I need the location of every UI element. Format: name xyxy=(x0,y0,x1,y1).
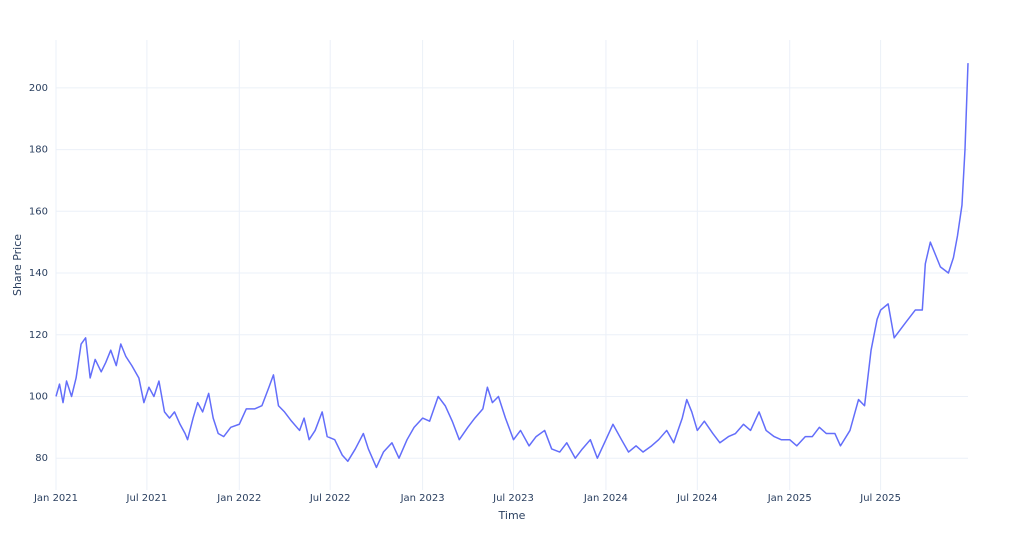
y-tick-label: 100 xyxy=(29,391,48,402)
x-tick-label: Jul 2023 xyxy=(492,493,534,504)
x-tick-label: Jul 2024 xyxy=(676,493,718,504)
y-axis-title: Share Price xyxy=(11,234,24,296)
x-tick-label: Jul 2021 xyxy=(126,493,168,504)
x-tick-label: Jul 2022 xyxy=(309,493,351,504)
x-tick-label: Jan 2022 xyxy=(216,493,261,504)
x-tick-label: Jan 2023 xyxy=(400,493,445,504)
y-tick-label: 80 xyxy=(35,453,48,464)
y-tick-label: 200 xyxy=(29,83,48,94)
x-tick-label: Jan 2021 xyxy=(33,493,78,504)
x-tick-label: Jan 2025 xyxy=(767,493,812,504)
x-tick-label: Jul 2025 xyxy=(859,493,901,504)
y-tick-label: 140 xyxy=(29,268,48,279)
y-tick-label: 180 xyxy=(29,145,48,156)
y-tick-label: 120 xyxy=(29,330,48,341)
x-axis-title: Time xyxy=(498,509,526,522)
price-line xyxy=(55,63,969,469)
y-tick-label: 160 xyxy=(29,206,48,217)
x-tick-label: Jan 2024 xyxy=(583,493,628,504)
